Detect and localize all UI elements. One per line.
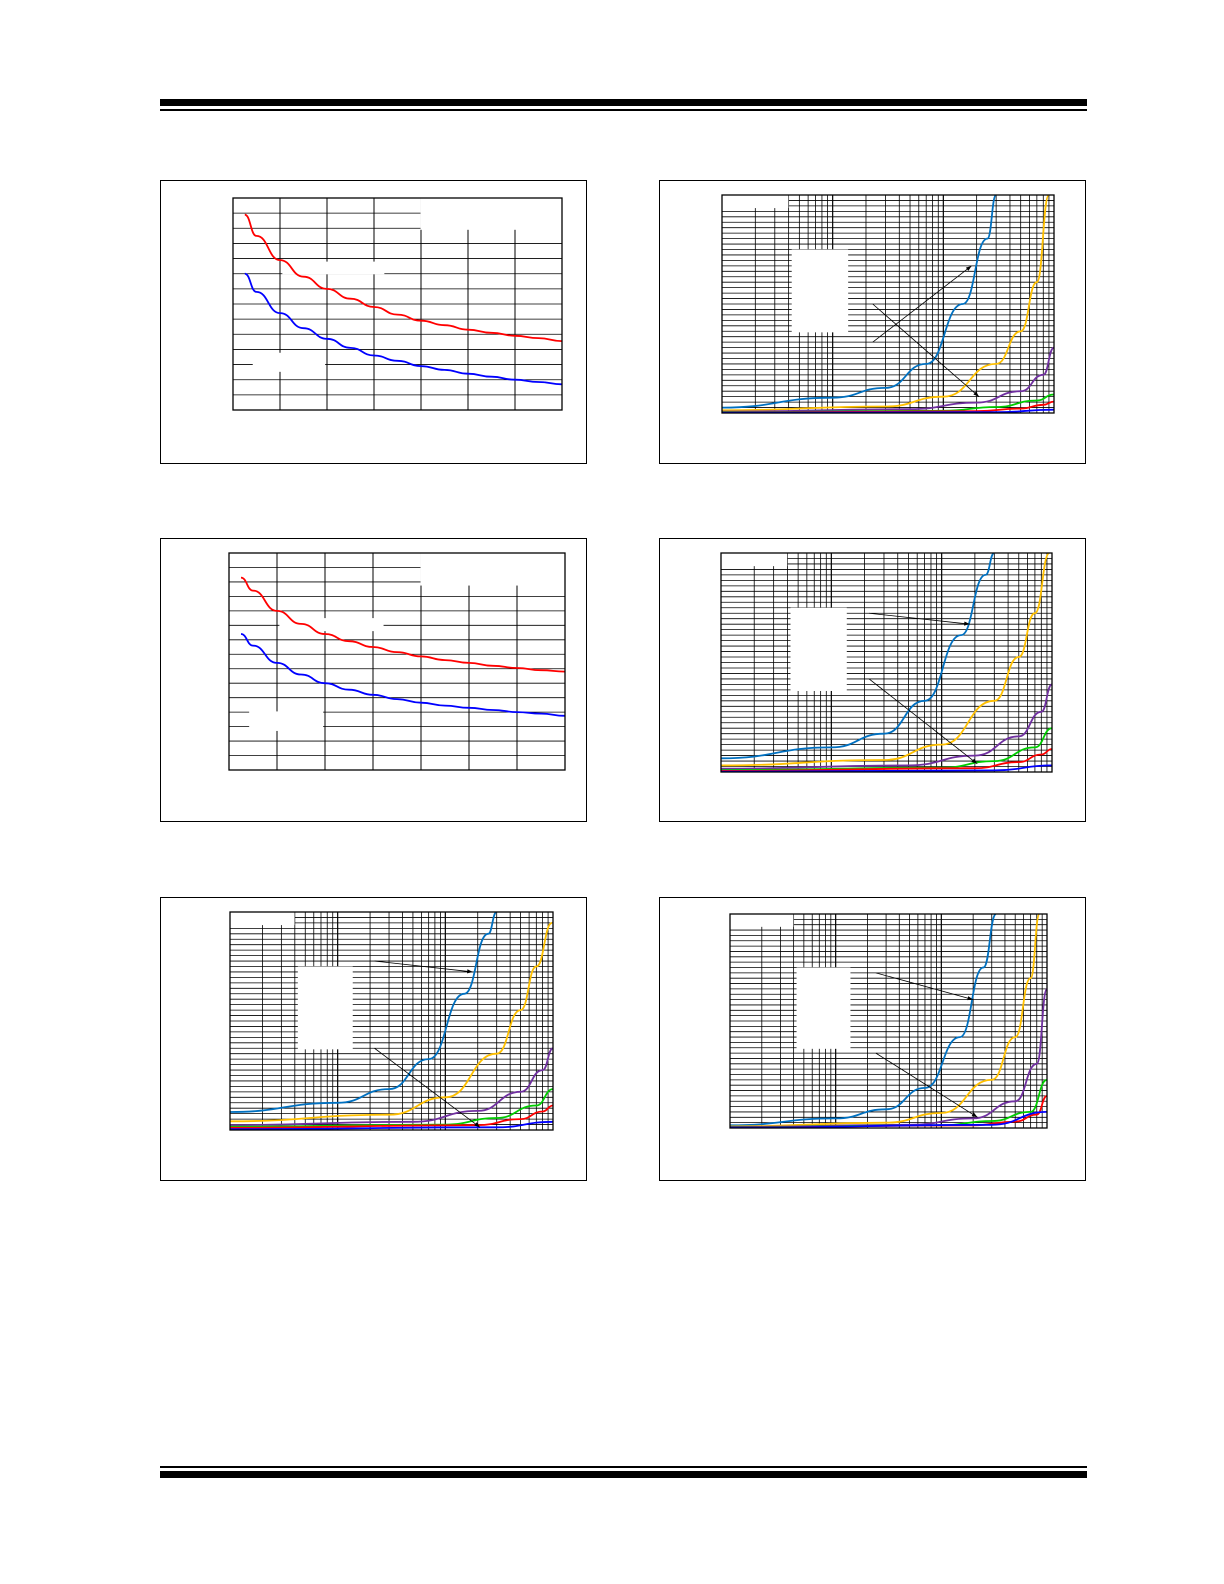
- label-box-top-left: [730, 914, 794, 927]
- series-line-5: [721, 748, 1052, 772]
- label-box-top-right: [420, 553, 565, 586]
- series-line-4: [230, 1088, 553, 1128]
- label-box-top-left: [230, 912, 295, 926]
- series-line-5: [230, 1104, 553, 1129]
- series-line-6: [730, 1111, 1047, 1128]
- series-line-1: [244, 213, 562, 342]
- series-line-1: [230, 912, 498, 1113]
- chart-panel-3: [160, 538, 587, 822]
- chart-svg: [729, 913, 1048, 1129]
- plot-frame: [720, 552, 1053, 773]
- annotation-arrowhead-2: [971, 758, 978, 764]
- chart-panel-4: [659, 538, 1086, 822]
- series-line-3: [722, 346, 1054, 413]
- series-line-4: [730, 1078, 1047, 1128]
- annotation-arrowhead-2: [971, 1112, 978, 1118]
- label-box-mid-left: [796, 967, 851, 1049]
- series-group: [244, 213, 562, 386]
- annotation-arrow-2: [374, 1047, 481, 1128]
- label-box-top-left: [721, 553, 788, 567]
- annotation-arrowhead-2: [474, 1122, 481, 1128]
- series-line-3: [721, 683, 1052, 770]
- series-group: [240, 576, 565, 717]
- label-box-mid-left: [790, 607, 847, 691]
- annotation-arrowhead-2: [973, 391, 979, 397]
- annotation-arrow-2: [872, 303, 980, 397]
- chart-svg: [720, 552, 1053, 773]
- chart-panel-1: [160, 180, 587, 464]
- plot-frame: [729, 913, 1048, 1129]
- chart-panel-2: [659, 180, 1086, 464]
- series-line-2: [244, 272, 562, 386]
- series-group: [730, 914, 1047, 1128]
- series-line-2: [730, 914, 1041, 1128]
- series-line-2: [722, 195, 1050, 412]
- header-rule-thick: [160, 99, 1087, 106]
- chart-svg: [228, 552, 566, 771]
- annotation-arrow-2: [875, 1052, 978, 1118]
- chart-svg: [232, 197, 563, 411]
- label-box-mid-left: [279, 618, 384, 632]
- plot-frame: [232, 197, 563, 411]
- chart-svg: [721, 194, 1055, 414]
- series-line-2: [230, 922, 553, 1123]
- annotation-arrow-1: [374, 960, 473, 973]
- series-line-6: [230, 1120, 553, 1130]
- annotation-arrowhead-1: [964, 621, 970, 626]
- label-box-mid-left: [791, 249, 849, 333]
- series-line-2: [721, 553, 1051, 767]
- annotation-arrowhead-1: [466, 969, 473, 974]
- series-group: [230, 912, 553, 1130]
- gridlines: [730, 914, 1047, 1128]
- footer-rule-thin: [160, 1466, 1087, 1468]
- annotation-arrow-1: [875, 972, 974, 1000]
- series-line-2: [240, 633, 565, 717]
- label-box-lower-left: [249, 711, 324, 731]
- annotation-arrowhead-1: [967, 996, 974, 1001]
- label-box-top-left: [722, 195, 789, 209]
- label-box-lower-left: [252, 352, 326, 372]
- label-box-mid-left: [282, 261, 385, 275]
- series-line-1: [240, 576, 565, 673]
- series-group: [722, 195, 1054, 413]
- annotation-arrowhead-1: [965, 265, 972, 271]
- gridlines: [721, 553, 1052, 772]
- footer-rule-thick: [160, 1471, 1087, 1478]
- series-line-1: [722, 195, 997, 409]
- series-line-1: [730, 914, 997, 1127]
- annotation-arrow-1: [869, 612, 970, 625]
- gridlines: [722, 195, 1054, 413]
- plot-frame: [721, 194, 1055, 414]
- annotation-arrow-2: [868, 678, 978, 765]
- series-line-3: [230, 1047, 553, 1126]
- chart-svg: [229, 911, 554, 1131]
- series-line-1: [721, 553, 995, 760]
- chart-panel-6: [659, 897, 1086, 1181]
- annotation-arrow-1: [872, 265, 972, 343]
- plot-frame: [229, 911, 554, 1131]
- plot-frame: [228, 552, 566, 771]
- label-box-mid-left: [297, 966, 353, 1050]
- header-rule-thin: [160, 109, 1087, 111]
- gridlines: [233, 198, 562, 410]
- label-box-top-right: [420, 198, 562, 230]
- chart-panel-5: [160, 897, 587, 1181]
